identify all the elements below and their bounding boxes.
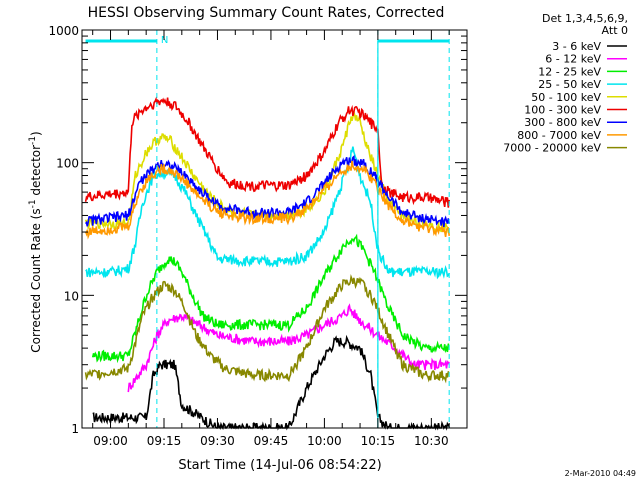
y-label-sup2: -1 — [28, 136, 38, 145]
legend-header-2: Att 0 — [602, 24, 628, 37]
x-tick-label: 10:00 — [307, 434, 342, 448]
y-label-end: ) — [29, 131, 43, 136]
series-line-800_7000keV — [84, 160, 450, 240]
series-layer — [84, 96, 450, 431]
series-line-100_300keV — [84, 96, 450, 208]
series-line-12_25keV — [91, 233, 450, 364]
legend-label: 3 - 6 keV — [552, 40, 601, 53]
legend-label: 50 - 100 keV — [531, 91, 601, 104]
footer-timestamp: 2-Mar-2010 04:49 — [565, 469, 636, 478]
series-line-25_50keV — [85, 146, 450, 280]
legend-label: 100 - 300 keV — [524, 104, 601, 117]
plot-frame — [81, 29, 468, 429]
y-tick-label: 100 — [56, 157, 79, 171]
legend-label: 800 - 7000 keV — [517, 129, 601, 142]
plot-area — [84, 96, 450, 431]
legend-label: 12 - 25 keV — [538, 65, 601, 78]
annotation-n: N — [161, 35, 168, 46]
legend-header-1: Det 1,3,4,5,6,9, — [542, 12, 628, 25]
y-tick-label: 1000 — [48, 24, 79, 38]
x-axis: 09:00 09:15 09:30 09:45 10:00 10:15 10:30 — [92, 30, 450, 448]
marker-layer: N — [85, 30, 450, 428]
y-label-sup1: -1 — [28, 199, 38, 208]
y-axis-label: Corrected Count Rate (s-1 detector-1) — [28, 131, 43, 352]
legend-label: 300 - 800 keV — [524, 116, 601, 129]
y-axis: 1 10 100 1000 — [48, 24, 467, 436]
x-tick-label: 09:30 — [200, 434, 235, 448]
y-tick-label: 10 — [64, 289, 79, 303]
x-tick-label: 10:15 — [361, 434, 396, 448]
legend-label: 25 - 50 keV — [538, 78, 601, 91]
legend-label: 7000 - 20000 keV — [503, 142, 601, 155]
legend-label: 6 - 12 keV — [545, 53, 601, 66]
x-tick-label: 09:15 — [147, 434, 182, 448]
y-tick-label: 1 — [71, 422, 79, 436]
y-label-mid: detector — [29, 145, 43, 200]
x-axis-label: Start Time (14-Jul-06 08:54:22) — [178, 458, 381, 473]
x-tick-label: 10:30 — [414, 434, 449, 448]
series-line-7000_20000keV — [84, 273, 450, 384]
x-tick-label: 09:45 — [254, 434, 289, 448]
y-label-main: Corrected Count Rate (s — [29, 208, 43, 352]
x-tick-label: 09:00 — [93, 434, 128, 448]
chart-title: HESSI Observing Summary Count Rates, Cor… — [88, 5, 445, 21]
